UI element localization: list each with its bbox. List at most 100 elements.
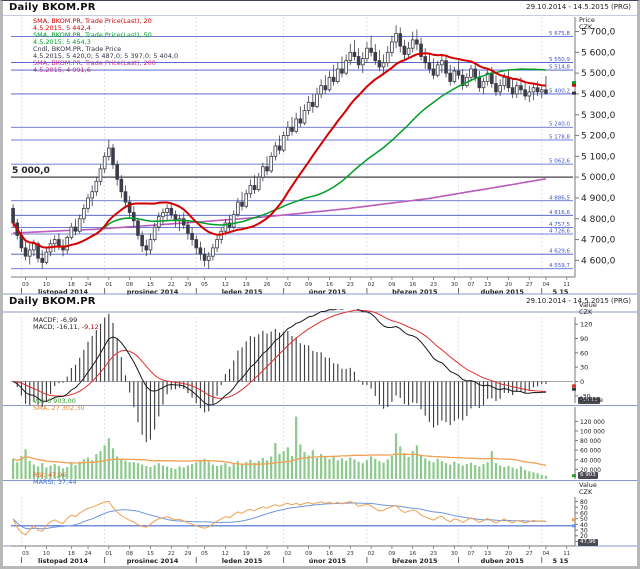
rsi-panel xyxy=(11,500,573,536)
svg-text:04: 04 xyxy=(542,551,549,557)
svg-text:100 000: 100 000 xyxy=(580,429,605,436)
svg-text:29: 29 xyxy=(184,551,191,557)
svg-text:11: 11 xyxy=(563,282,570,288)
svg-text:16: 16 xyxy=(326,551,333,557)
legend-line: SMA, BKOM.PR, Trade Price(Last), 20 xyxy=(33,17,152,25)
svg-text:16: 16 xyxy=(409,551,416,557)
svg-text:5 675,8: 5 675,8 xyxy=(549,31,570,37)
price-x-axis: 03 10 18 24 01 08 15 22 29 05 12 19 26 02 09 16 23 02 09 16… xyxy=(11,276,575,296)
svg-text:5 514,8: 5 514,8 xyxy=(549,65,570,71)
volume-panel xyxy=(11,416,548,479)
page-title: Daily BKOM.PR xyxy=(9,2,96,13)
legend-line: MACD; -16,11, -9,12 xyxy=(33,323,99,331)
svg-text:02: 02 xyxy=(284,282,291,288)
svg-text:únor 2015: únor 2015 xyxy=(309,288,347,296)
svg-text:22: 22 xyxy=(168,551,175,557)
svg-text:20: 20 xyxy=(505,282,512,288)
sma20-line xyxy=(12,52,546,249)
macd-axis-title: Value CZK xyxy=(579,301,597,316)
svg-text:60: 60 xyxy=(580,349,588,357)
macd-legend: MACDF; -6,99 MACD; -16,11, -9,12 xyxy=(33,317,99,331)
svg-text:30: 30 xyxy=(580,528,588,535)
svg-text:18: 18 xyxy=(68,282,75,288)
svg-text:5 15: 5 15 xyxy=(553,557,569,565)
macd-value-chip: -16,11 xyxy=(578,397,600,404)
indicator-panel-header: Daily BKOM.PR 29.10.2014 - 14.5.2015 (PR… xyxy=(3,295,637,309)
legend-line: SMA, BKOM.PR, Trade Price(Last), 200 xyxy=(33,59,156,67)
svg-text:4 600,0: 4 600,0 xyxy=(581,256,616,266)
svg-text:5 178,8: 5 178,8 xyxy=(549,134,570,140)
svg-text:27: 27 xyxy=(526,282,533,288)
svg-text:04: 04 xyxy=(542,282,549,288)
svg-text:11: 11 xyxy=(563,551,570,557)
svg-text:03: 03 xyxy=(22,282,29,288)
svg-text:leden 2015: leden 2015 xyxy=(222,288,263,296)
svg-text:26: 26 xyxy=(264,282,271,288)
svg-text:13: 13 xyxy=(484,551,491,557)
svg-text:listopad 2014: listopad 2014 xyxy=(38,288,88,296)
svg-text:07: 07 xyxy=(468,282,475,288)
svg-text:20 000: 20 000 xyxy=(580,467,601,474)
svg-text:09: 09 xyxy=(305,282,312,288)
legend-line: 4.5.2015, 5 442,4 xyxy=(33,24,91,32)
svg-text:24: 24 xyxy=(85,282,92,288)
svg-text:08: 08 xyxy=(126,551,133,557)
svg-text:prosinec 2014: prosinec 2014 xyxy=(127,557,179,565)
svg-text:23: 23 xyxy=(347,551,354,557)
rsi-legend: RSI; 47,96 MARSI; 37,44 xyxy=(33,472,76,486)
legend-line: MARSI; 37,44 xyxy=(33,478,77,486)
svg-text:09: 09 xyxy=(388,551,395,557)
svg-text:0: 0 xyxy=(580,378,584,386)
svg-text:12: 12 xyxy=(222,551,229,557)
bold-level-label: 5 000,0 xyxy=(12,166,50,177)
svg-text:27: 27 xyxy=(526,551,533,557)
svg-text:duben 2015: duben 2015 xyxy=(481,288,525,296)
svg-text:19: 19 xyxy=(243,551,250,557)
svg-text:90: 90 xyxy=(580,335,588,343)
svg-text:5 240,0: 5 240,0 xyxy=(549,122,570,128)
svg-text:70: 70 xyxy=(580,505,588,512)
svg-text:09: 09 xyxy=(388,282,395,288)
legend-line: SMA; 27 302,30 xyxy=(33,404,85,412)
indicator-date-range: 29.10.2014 - 14.5.2015 (PRG) xyxy=(526,297,631,305)
svg-text:40 000: 40 000 xyxy=(580,457,601,464)
macd-panel xyxy=(11,306,573,443)
svg-text:19: 19 xyxy=(243,282,250,288)
legend-line: RSI; 47,96 xyxy=(33,471,67,479)
chart-canvas[interactable]: 5 675,8 5 550,9 5 514,8 5 400,2 5 240,0 5 178… xyxy=(3,1,637,566)
svg-text:13: 13 xyxy=(484,282,491,288)
svg-text:4 629,6: 4 629,6 xyxy=(549,249,570,255)
legend-line: MACDF; -6,99 xyxy=(33,316,78,324)
svg-text:5 062,6: 5 062,6 xyxy=(549,159,570,165)
svg-text:5 550,9: 5 550,9 xyxy=(549,57,570,63)
svg-text:10: 10 xyxy=(43,282,50,288)
indicator-title: Daily BKOM.PR xyxy=(9,296,96,307)
svg-text:15: 15 xyxy=(147,282,154,288)
svg-text:03: 03 xyxy=(22,551,29,557)
svg-text:5 400,0: 5 400,0 xyxy=(581,90,616,100)
date-range: 29.10.2014 - 14.5.2015 (PRG) xyxy=(526,3,631,11)
svg-text:60 000: 60 000 xyxy=(580,448,601,455)
volume-legend: Vol; 6 903,00 SMA; 27 302,30 xyxy=(33,398,85,412)
svg-text:březen 2015: březen 2015 xyxy=(392,288,438,296)
svg-text:4 757,5: 4 757,5 xyxy=(549,222,570,228)
svg-text:5 15: 5 15 xyxy=(553,288,569,296)
svg-text:18: 18 xyxy=(68,551,75,557)
svg-text:16: 16 xyxy=(326,282,333,288)
legend-line: 4.5.2015, 5 420,0; 5 487,0; 5 397,0; 5 4… xyxy=(33,52,179,60)
svg-text:5 400,2: 5 400,2 xyxy=(549,88,570,94)
svg-text:březen 2015: březen 2015 xyxy=(392,557,438,565)
rsi-value-chip: 47,96 xyxy=(578,539,598,546)
svg-text:12: 12 xyxy=(222,282,229,288)
svg-text:listopad 2014: listopad 2014 xyxy=(38,557,88,565)
svg-text:120 000: 120 000 xyxy=(580,419,605,426)
svg-text:30: 30 xyxy=(451,551,458,557)
svg-text:05: 05 xyxy=(201,282,208,288)
svg-text:50: 50 xyxy=(580,516,588,523)
svg-text:01: 01 xyxy=(105,282,112,288)
svg-text:80 000: 80 000 xyxy=(580,438,601,445)
rsi-axis-title: Value CZK xyxy=(579,481,597,496)
svg-text:duben 2015: duben 2015 xyxy=(481,557,525,565)
svg-text:02: 02 xyxy=(368,551,375,557)
